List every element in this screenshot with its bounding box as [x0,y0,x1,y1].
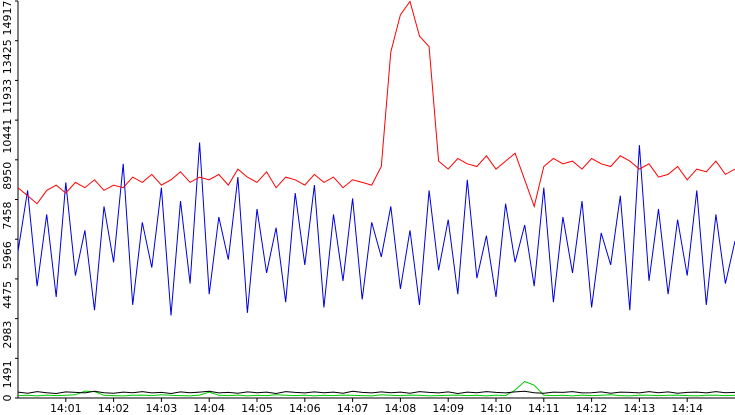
y-tick-label: 11933 [1,79,14,114]
y-tick-label: 0 [1,395,14,402]
x-tick-label: 14:14 [671,402,703,415]
y-tick-label: 5966 [1,241,14,269]
y-tick-label: 14917 [1,1,14,36]
x-tick-label: 14:10 [480,402,512,415]
y-tick-label: 13425 [1,39,14,74]
series-line [17,380,735,397]
y-tick-label: 8950 [1,162,14,190]
x-tick-label: 14:11 [528,402,560,415]
series-line [17,0,735,209]
y-tick-label: 2983 [1,321,14,349]
series-line [17,142,735,316]
y-tick-label: 1491 [1,360,14,388]
x-tick-label: 14:02 [98,402,130,415]
x-tick-label: 14:09 [432,402,464,415]
x-tick-label: 14:05 [241,402,273,415]
x-tick-label: 14:01 [50,402,82,415]
y-tick-label: 4475 [1,281,14,309]
x-tick-label: 14:03 [146,402,178,415]
x-tick-label: 14:07 [337,402,369,415]
x-tick-label: 14:13 [624,402,656,415]
y-tick-label: 7458 [1,202,14,230]
series-line [17,390,735,395]
x-tick-label: 14:06 [289,402,321,415]
y-tick-label: 10441 [1,119,14,154]
x-tick-label: 14:08 [385,402,417,415]
x-tick-label: 14:12 [576,402,608,415]
x-tick-label: 14:04 [193,402,225,415]
